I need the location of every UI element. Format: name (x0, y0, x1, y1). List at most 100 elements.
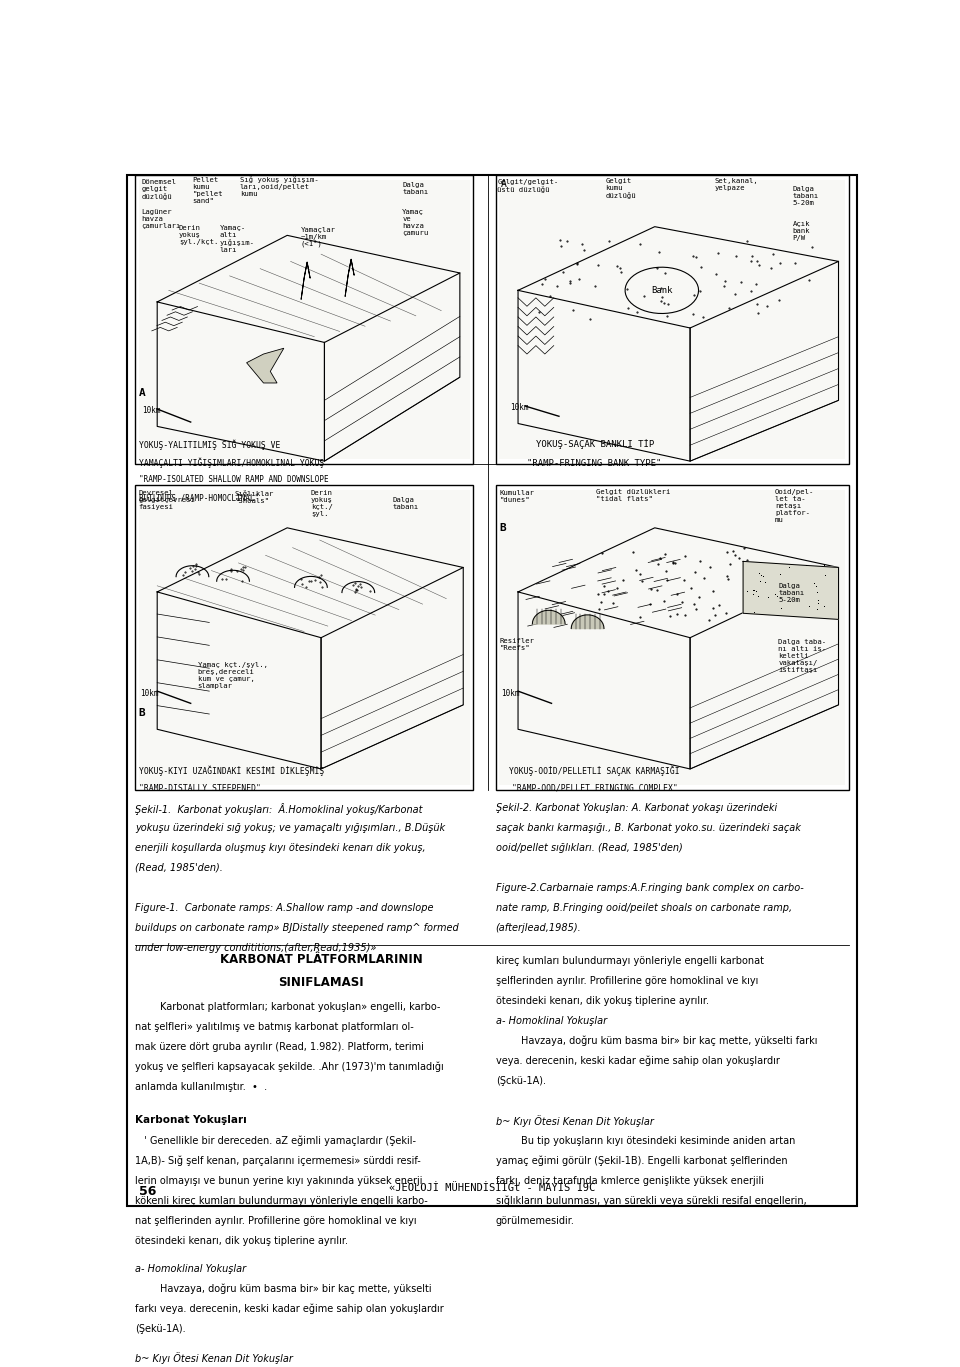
Text: Figure-2.Carbarnaie ramps:A.F.ringing bank complex on carbo-: Figure-2.Carbarnaie ramps:A.F.ringing ba… (495, 883, 804, 893)
Text: (Şekü-1A).: (Şekü-1A). (134, 1325, 185, 1334)
Text: Sığlıklar
"Shoals": Sığlıklar "Shoals" (235, 489, 275, 503)
Text: yokuşu üzerindeki sığ yokuş; ve yamaçaltı yığışımları., B.Düşük: yokuşu üzerindeki sığ yokuş; ve yamaçalt… (134, 823, 445, 833)
Text: A: A (501, 179, 507, 189)
Text: kireç kumları bulundurmayı yönleriyle engelli karbonat: kireç kumları bulundurmayı yönleriyle en… (495, 956, 764, 965)
Text: Sığ yokuş yığışım-
ları,ooid/pellet
kumu: Sığ yokuş yığışım- ları,ooid/pellet kumu (240, 176, 319, 197)
Text: Gelgit/gelgit-
üstü düzlüğü: Gelgit/gelgit- üstü düzlüğü (497, 179, 559, 193)
Bar (138, 180, 469, 459)
Text: kökenli kireç kumları bulundurmayı yönleriyle engelli karbo-: kökenli kireç kumları bulundurmayı yönle… (134, 1196, 427, 1206)
Text: görülmemesidir.: görülmemesidir. (495, 1215, 575, 1226)
Text: 10km: 10km (140, 689, 158, 697)
Text: YAMAÇALTI YIĞIŞIMLARI/HOMOKLINAL YOKUŞ: YAMAÇALTI YIĞIŞIMLARI/HOMOKLINAL YOKUŞ (138, 458, 324, 468)
Text: (Şckü-1A).: (Şckü-1A). (495, 1076, 545, 1085)
Bar (134, 485, 473, 790)
Text: ' Genellikle bir dereceden. aZ eğimli yamaçlardır (Şekil-: ' Genellikle bir dereceden. aZ eğimli ya… (134, 1136, 416, 1146)
Text: Dalga taba-
nı altı is-
keletli
vakataşı/
istiftaşı: Dalga taba- nı altı is- keletli vakataşı… (779, 640, 827, 673)
Text: "RAMP-ISOLATED SHALLOW RAMP AND DOWNSLOPE: "RAMP-ISOLATED SHALLOW RAMP AND DOWNSLOP… (138, 476, 328, 484)
Text: şelflerinden ayrılır. Profillerine göre homoklinal ve kıyı: şelflerinden ayrılır. Profillerine göre … (495, 976, 758, 986)
Text: "RAMP-FRINGING BANK TYPE": "RAMP-FRINGING BANK TYPE" (527, 459, 661, 469)
Text: Lagüner
havza
çamurları: Lagüner havza çamurları (142, 209, 181, 230)
Text: B: B (499, 522, 506, 533)
Polygon shape (533, 610, 565, 623)
Text: 10km: 10km (511, 403, 529, 413)
Text: nat şelfleri» yalıtılmış ve batmış karbonat platformları ol-: nat şelfleri» yalıtılmış ve batmış karbo… (134, 1023, 414, 1032)
Text: "RAMP-OOD/PELLET FRINGING COMPLEX": "RAMP-OOD/PELLET FRINGING COMPLEX" (512, 783, 678, 793)
Bar (495, 175, 849, 463)
Text: yamaç eğimi görülr (Şekil-1B). Engelli karbonat şelflerinden: yamaç eğimi görülr (Şekil-1B). Engelli k… (495, 1155, 787, 1166)
Text: Şekil-2. Karbonat Yokuşlan: A. Karbonat yokaşı üzerindeki: Şekil-2. Karbonat Yokuşlan: A. Karbonat … (495, 802, 777, 813)
Text: b~ Kıyı Ötesi Kenan Dit Yokuşlar: b~ Kıyı Ötesi Kenan Dit Yokuşlar (134, 1352, 293, 1364)
Text: A: A (138, 388, 145, 398)
Text: Yamaçlar
~1m/km
(<1°): Yamaçlar ~1m/km (<1°) (300, 227, 336, 247)
Text: 10km: 10km (501, 689, 519, 697)
Text: nat şelflerinden ayrılır. Profillerine göre homoklinal ve kıyı: nat şelflerinden ayrılır. Profillerine g… (134, 1215, 417, 1226)
Text: Dalga
tabanı: Dalga tabanı (392, 498, 419, 510)
Text: YOKUŞ-SAÇAK BANKLI TİP: YOKUŞ-SAÇAK BANKLI TİP (536, 439, 654, 450)
Text: Derin
yokuş
kçt./
şyl.: Derin yokuş kçt./ şyl. (311, 489, 333, 517)
Text: 10km: 10km (142, 406, 161, 416)
Text: 1A,B)- Sığ şelf kenan, parçalarını içermemesi» sürddi resif-: 1A,B)- Sığ şelf kenan, parçalarını içerm… (134, 1155, 420, 1166)
Text: under low-energy condititions,(after,Read,1935)»: under low-energy condititions,(after,Rea… (134, 943, 376, 953)
Text: (afterjlead,1985).: (afterjlead,1985). (495, 923, 582, 932)
Text: Yamaç-
altı
yığışım-
ları: Yamaç- altı yığışım- ları (220, 226, 254, 253)
Text: mak üzere dört gruba ayrılır (Read, 1.982). Platform, terimi: mak üzere dört gruba ayrılır (Read, 1.98… (134, 1042, 423, 1051)
Text: a- Homoklinal Yokuşlar: a- Homoklinal Yokuşlar (495, 1016, 607, 1025)
Text: Bu tip yokuşların kıyı ötesindeki kesiminde aniden artan: Bu tip yokuşların kıyı ötesindeki kesimi… (495, 1136, 795, 1146)
Text: Yamaç kçt./şyl.,
breş,dereceli
kum ve çamur,
slamplar: Yamaç kçt./şyl., breş,dereceli kum ve ça… (198, 662, 268, 689)
Text: YOKUŞ-KIYI UZAĞINDAKİ KESİMİ DİKLEŞMİŞ: YOKUŞ-KIYI UZAĞINDAKİ KESİMİ DİKLEŞMİŞ (138, 766, 324, 776)
Text: ötesindeki kenarı, dik yokuş tiplerine ayrılır.: ötesindeki kenarı, dik yokuş tiplerine a… (134, 1236, 348, 1245)
Text: (Read, 1985'den).: (Read, 1985'den). (134, 863, 223, 874)
Text: YOKUŞ-OOİD/PELLETLİ SAÇAK KARMAŞIĞI: YOKUŞ-OOİD/PELLETLİ SAÇAK KARMAŞIĞI (510, 766, 680, 776)
Text: Havzaya, doğru küm basma bir» bir kaç mette, yükselti farkı: Havzaya, doğru küm basma bir» bir kaç me… (495, 1036, 817, 1046)
Text: ooid/pellet sığlıkları. (Read, 1985'den): ooid/pellet sığlıkları. (Read, 1985'den) (495, 843, 683, 853)
Bar (495, 485, 849, 790)
Text: Dalga
tabanı
5-20m: Dalga tabanı 5-20m (779, 582, 804, 603)
Text: Dönemsel
gelgit
düzlüğü: Dönemsel gelgit düzlüğü (142, 179, 177, 200)
Text: Şekil-1.  Karbonat yokuşları:  Â.Homoklinal yokuş/Karbonat: Şekil-1. Karbonat yokuşları: Â.Homoklina… (134, 802, 422, 815)
Text: Derin
yokuş
şyl./kçt.: Derin yokuş şyl./kçt. (179, 226, 218, 245)
Text: Gelgit düzlükleri
"tidal flats": Gelgit düzlükleri "tidal flats" (596, 489, 671, 502)
Text: Devresel
gelgitçevresi
fasiyesi: Devresel gelgitçevresi fasiyesi (138, 489, 195, 510)
Bar (499, 180, 846, 459)
Text: Yamaç
ve
havza
çamuru: Yamaç ve havza çamuru (402, 209, 428, 236)
Text: Dalga
tabanı
5-20m: Dalga tabanı 5-20m (793, 186, 819, 206)
Text: B: B (138, 708, 145, 718)
Text: anlamda kullanılmıştır.  •  .: anlamda kullanılmıştır. • . (134, 1081, 267, 1092)
Text: enerjili koşullarda oluşmuş kıyı ötesindeki kenarı dik yokuş,: enerjili koşullarda oluşmuş kıyı ötesind… (134, 843, 425, 853)
Text: lerin olmayışı ve bunun yerine kıyı yakınında yüksek enerji: lerin olmayışı ve bunun yerine kıyı yakı… (134, 1176, 422, 1185)
Text: Figure-1.  Carbonate ramps: A.Shallow ramp -and downslope: Figure-1. Carbonate ramps: A.Shallow ram… (134, 904, 433, 913)
Text: BUILDUPS /RAMP-HOMOCLINAL": BUILDUPS /RAMP-HOMOCLINAL" (138, 493, 259, 502)
Text: Ooid/pel-
let ta-
netaşı
platfor-
mu: Ooid/pel- let ta- netaşı platfor- mu (775, 489, 814, 522)
Text: Kumullar
"dunes": Kumullar "dunes" (499, 489, 535, 503)
Polygon shape (743, 562, 838, 619)
Text: farkı veya. derecenin, keski kadar eğime sahip olan yokuşlardır: farkı veya. derecenin, keski kadar eğime… (134, 1304, 444, 1315)
Text: Set,kanal,
yelpaze: Set,kanal, yelpaze (715, 178, 758, 191)
Text: KARBONAT PLÂTFORMLARININ: KARBONAT PLÂTFORMLARININ (220, 954, 422, 966)
Text: Pellet
kumu
"pellet
sand": Pellet kumu "pellet sand" (192, 178, 223, 205)
Text: yokuş ve şelfleri kapsayacak şekilde. .Ahr (1973)'m tanımladığı: yokuş ve şelfleri kapsayacak şekilde. .A… (134, 1062, 444, 1072)
Text: saçak bankı karmaşığı., B. Karbonat yoko.su. üzerindeki saçak: saçak bankı karmaşığı., B. Karbonat yoko… (495, 823, 801, 833)
Text: a- Homoklinal Yokuşlar: a- Homoklinal Yokuşlar (134, 1264, 246, 1274)
Text: SINIFLAMASI: SINIFLAMASI (278, 976, 364, 988)
Text: veya. derecenin, keski kadar eğime sahip olan yokuşlardır: veya. derecenin, keski kadar eğime sahip… (495, 1055, 780, 1066)
Text: Karbonat platformları; karbonat yokuşlan» engelli, karbo-: Karbonat platformları; karbonat yokuşlan… (134, 1002, 441, 1012)
Bar (499, 491, 846, 785)
Text: ötesindeki kenarı, dik yokuş tiplerine ayrılır.: ötesindeki kenarı, dik yokuş tiplerine a… (495, 995, 708, 1006)
Text: buildups on carbonate ramp» BJDistally steepened ramp^ formed: buildups on carbonate ramp» BJDistally s… (134, 923, 459, 932)
Text: farkı, deniz tarafında kmlerce genişlikte yüksek enerjili: farkı, deniz tarafında kmlerce genişlikt… (495, 1176, 764, 1185)
Text: Bank: Bank (651, 286, 673, 295)
Text: nate ramp, B.Fringing ooid/peilet shoals on carbonate ramp,: nate ramp, B.Fringing ooid/peilet shoals… (495, 904, 792, 913)
Polygon shape (571, 615, 604, 629)
Bar (138, 491, 469, 785)
Text: b~ Kıyı Ötesi Kenan Dit Yokuşlar: b~ Kıyı Ötesi Kenan Dit Yokuşlar (495, 1115, 654, 1128)
Text: Karbonat Yokuşları: Karbonat Yokuşları (134, 1114, 247, 1125)
Text: Gelgit
kumu
düzlüğü: Gelgit kumu düzlüğü (605, 178, 636, 200)
Text: Resifler
"Reefs": Resifler "Reefs" (499, 637, 535, 651)
Text: Açık
bank
P/W: Açık bank P/W (793, 221, 810, 241)
Polygon shape (247, 349, 284, 383)
Bar (134, 175, 473, 463)
Text: sığlıkların bulunması, yan sürekli veya sürekli resifal engellerin,: sığlıkların bulunması, yan sürekli veya … (495, 1196, 806, 1206)
Text: Havzaya, doğru küm basma bir» bir kaç mette, yükselti: Havzaya, doğru küm basma bir» bir kaç me… (134, 1284, 431, 1295)
Text: 56: 56 (138, 1185, 156, 1197)
Text: "RAMP-DISTALLY STEEPENED": "RAMP-DISTALLY STEEPENED" (138, 783, 260, 793)
